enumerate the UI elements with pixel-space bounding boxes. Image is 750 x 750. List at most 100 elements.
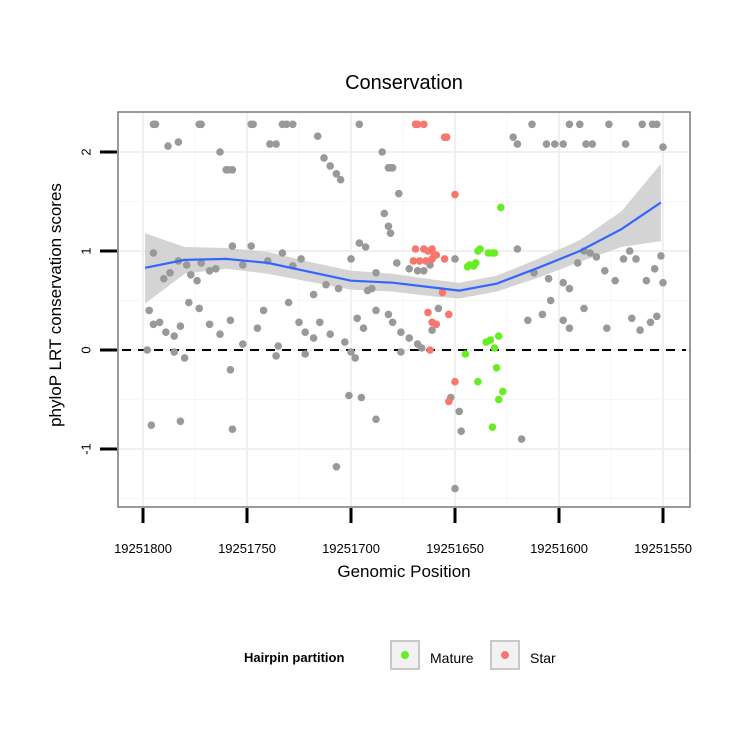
point-star	[413, 120, 422, 129]
point-other	[228, 425, 237, 434]
point-mature	[494, 395, 503, 404]
point-other	[180, 354, 189, 362]
point-other	[353, 314, 362, 323]
point-other	[517, 435, 526, 443]
point-star	[426, 346, 434, 354]
point-other	[638, 120, 646, 129]
point-other	[428, 326, 436, 335]
point-other	[174, 138, 183, 146]
point-other	[361, 243, 370, 251]
point-other	[170, 332, 178, 340]
point-other	[397, 348, 405, 356]
point-other	[659, 278, 667, 287]
point-star	[424, 308, 432, 317]
point-other	[368, 284, 376, 293]
point-mature	[474, 247, 482, 255]
point-other	[143, 346, 151, 354]
x-tick-label: 19251650	[426, 541, 484, 556]
point-other	[239, 340, 247, 348]
point-mature	[494, 332, 503, 340]
point-other	[372, 306, 380, 315]
point-other	[384, 222, 393, 231]
point-other	[301, 350, 310, 358]
point-other	[216, 148, 224, 156]
point-other	[347, 255, 355, 263]
point-other	[176, 417, 185, 426]
point-other	[434, 304, 443, 313]
point-other	[592, 253, 601, 261]
point-other	[334, 284, 343, 293]
point-other	[538, 310, 547, 319]
point-other	[316, 318, 324, 327]
point-other	[253, 324, 262, 333]
point-other	[565, 120, 574, 129]
point-star	[415, 257, 424, 265]
point-star	[428, 245, 436, 253]
point-other	[659, 143, 667, 151]
point-other	[357, 393, 366, 402]
point-other	[320, 154, 328, 162]
point-other	[653, 120, 661, 129]
point-star	[451, 377, 459, 386]
legend-swatch-star	[501, 651, 509, 659]
point-other	[164, 142, 172, 150]
point-other	[359, 324, 368, 333]
point-other	[216, 330, 224, 339]
point-mature	[490, 249, 499, 257]
point-other	[149, 249, 158, 257]
point-other	[147, 421, 156, 430]
point-other	[565, 284, 574, 293]
point-other	[632, 255, 640, 263]
x-tick-label: 19251800	[114, 541, 172, 556]
point-other	[384, 310, 393, 319]
point-other	[405, 334, 414, 342]
point-other	[272, 352, 280, 360]
x-tick-label: 19251600	[530, 541, 588, 556]
legend-key-star	[490, 640, 520, 670]
point-mature	[499, 387, 507, 396]
point-other	[145, 306, 153, 315]
point-other	[351, 354, 360, 362]
point-other	[166, 269, 174, 277]
point-other	[642, 276, 651, 285]
point-other	[274, 342, 283, 350]
point-other	[336, 175, 345, 184]
point-other	[341, 338, 349, 346]
point-other	[309, 290, 318, 299]
point-other	[247, 242, 255, 250]
point-other	[272, 140, 280, 148]
point-other	[249, 120, 257, 129]
point-mature	[474, 377, 482, 386]
point-other	[386, 229, 395, 237]
point-other	[588, 140, 597, 148]
point-mature	[490, 344, 499, 352]
point-other	[636, 326, 644, 335]
point-other	[176, 322, 185, 331]
point-other	[393, 259, 401, 267]
point-star	[445, 397, 453, 406]
point-other	[226, 366, 235, 374]
point-other	[542, 140, 551, 148]
point-other	[388, 318, 397, 327]
data-points	[143, 120, 667, 493]
legend-swatch-mature	[401, 651, 409, 659]
y-axis: -1 0 1 2	[78, 148, 117, 455]
point-other	[455, 407, 464, 416]
point-star	[440, 255, 449, 263]
point-other	[551, 140, 559, 148]
point-star	[411, 245, 420, 253]
point-other	[313, 132, 322, 140]
point-other	[528, 120, 536, 129]
point-star	[409, 257, 418, 265]
point-other	[355, 239, 364, 247]
point-other	[621, 140, 630, 148]
point-star	[430, 251, 439, 259]
point-other	[185, 298, 193, 307]
point-other	[289, 120, 297, 129]
point-other	[582, 140, 590, 148]
point-other	[625, 247, 634, 255]
point-other	[197, 120, 205, 129]
point-other	[326, 330, 335, 339]
point-star	[438, 288, 447, 297]
